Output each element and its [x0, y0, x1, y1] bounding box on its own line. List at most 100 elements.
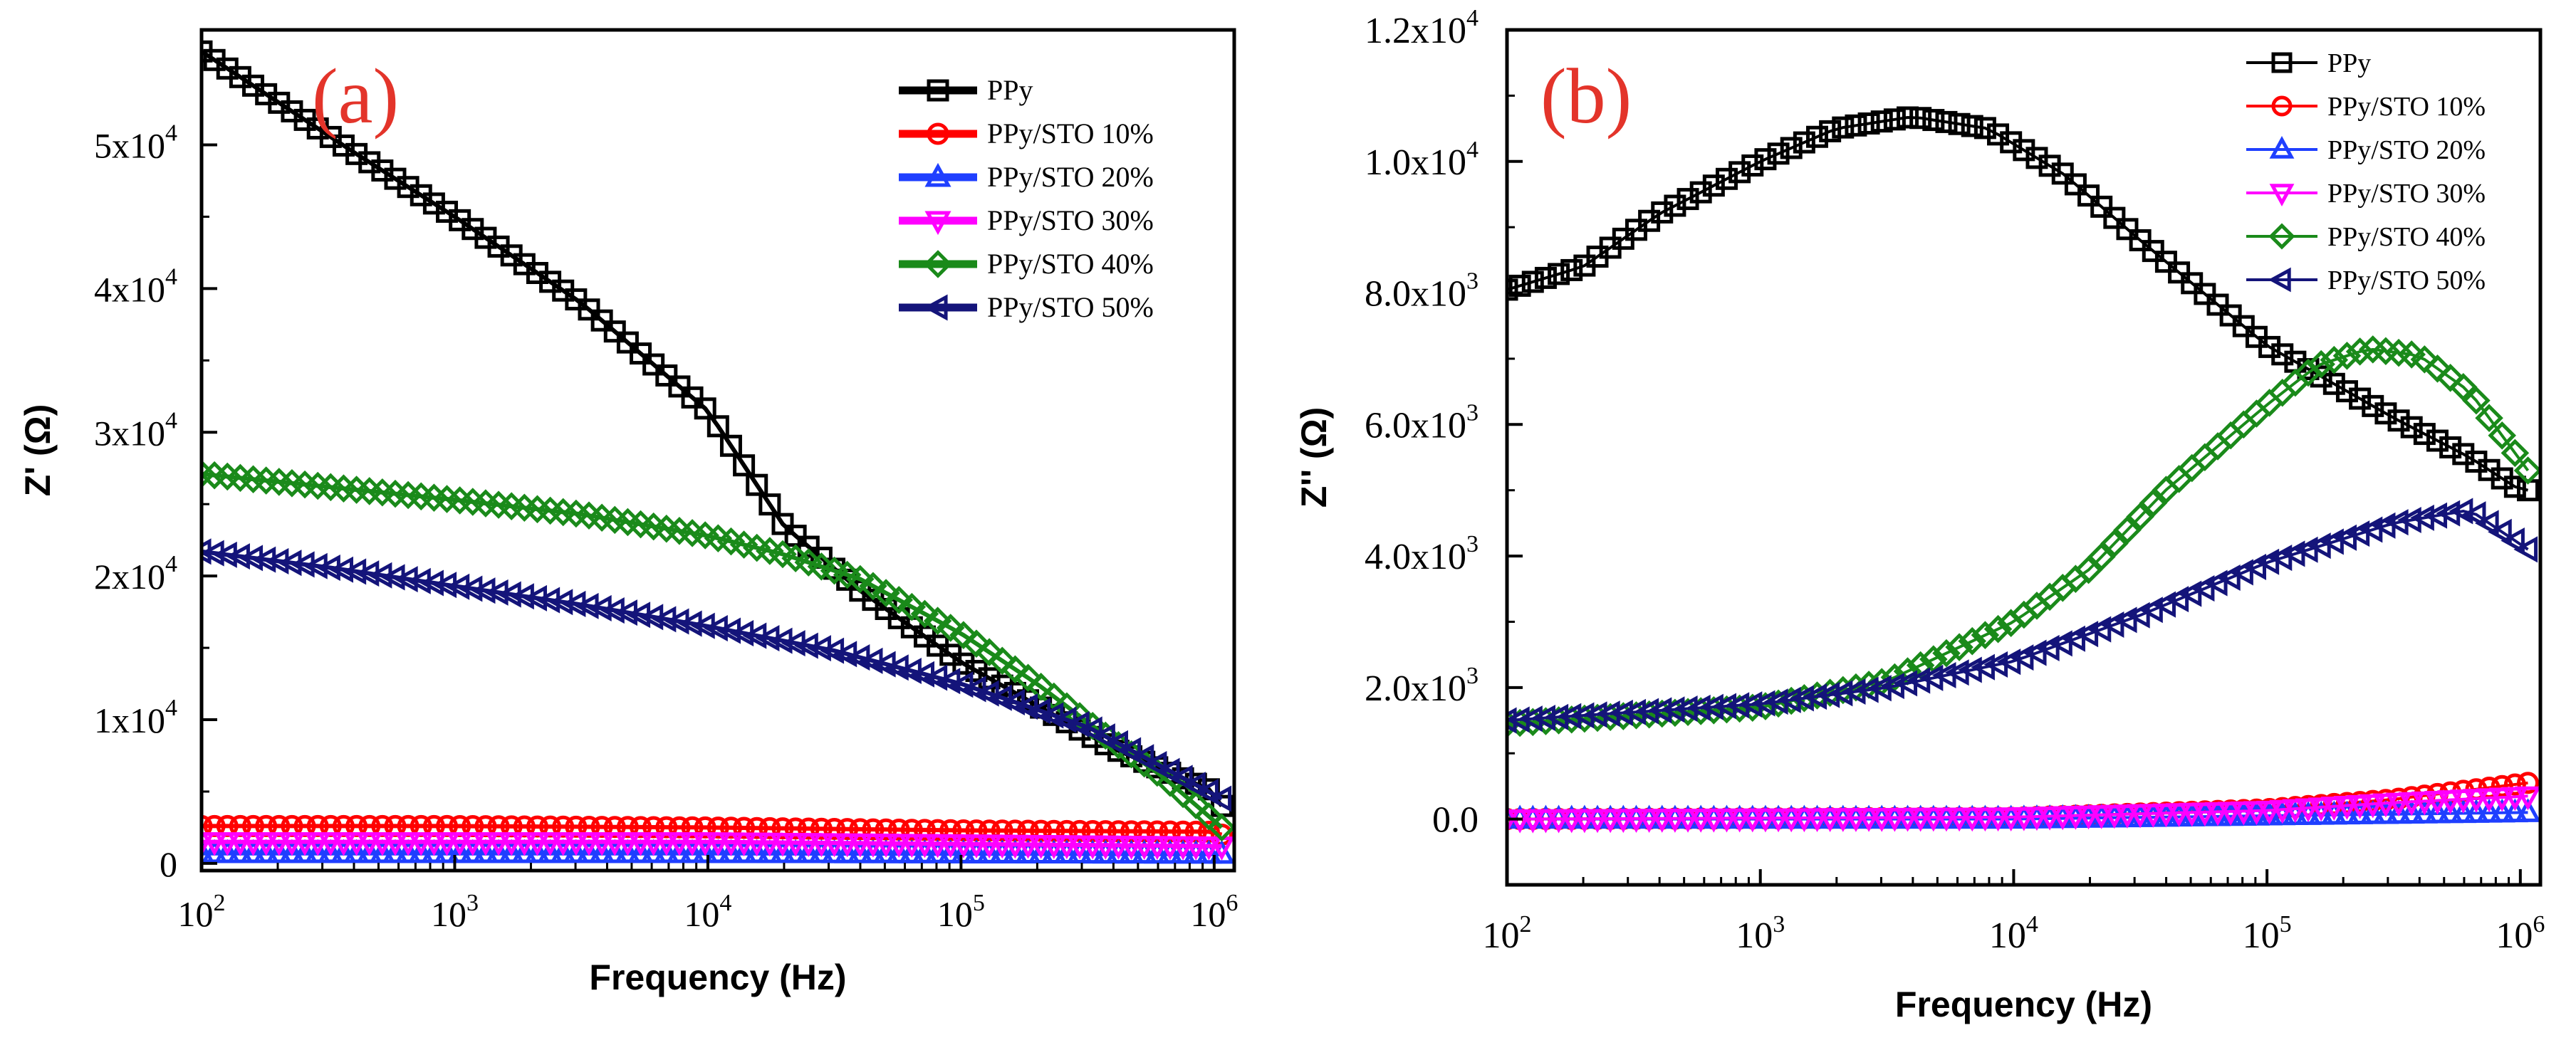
data-point: [2437, 790, 2464, 814]
data-point: [823, 817, 846, 840]
data-point: [744, 839, 771, 863]
data-point: [2295, 798, 2322, 823]
data-point: [240, 839, 267, 863]
x-tick-label: 106: [1190, 890, 1238, 934]
data-point: [1144, 839, 1171, 864]
data-point: [923, 606, 952, 635]
data-point: [563, 832, 590, 856]
data-point: [989, 834, 1016, 859]
data-point: [2216, 564, 2241, 592]
data-point: [898, 839, 925, 863]
data-point: [1078, 716, 1102, 743]
data-point: [1897, 106, 1919, 129]
legend-item: PPy: [2246, 48, 2371, 78]
legend-label: PPy/STO 10%: [2327, 92, 2486, 122]
data-point: [1570, 702, 1595, 729]
data-point: [447, 839, 474, 863]
data-point: [2114, 804, 2141, 829]
data-point: [1754, 148, 1777, 171]
y-tick-label: 1.2x104: [1365, 5, 1479, 51]
data-point: [706, 415, 729, 438]
data-point: [1596, 700, 1620, 728]
data-point: [784, 817, 807, 840]
data-point: [936, 614, 965, 642]
data-point: [2269, 799, 2296, 824]
legend-marker: [924, 162, 951, 187]
data-point: [1909, 107, 1932, 130]
data-point: [2125, 602, 2150, 629]
data-point: [1065, 710, 1090, 737]
data-point: [552, 815, 575, 838]
legend-marker: [2269, 184, 2295, 206]
data-point: [1765, 808, 1792, 833]
data-point: [795, 833, 822, 857]
data-point: [1014, 834, 1042, 859]
data-point: [485, 832, 512, 856]
data-point: [214, 839, 241, 863]
data-point: [1169, 836, 1196, 861]
data-point: [706, 816, 729, 839]
x-tick-label: 103: [431, 890, 479, 934]
data-point: [1702, 174, 1725, 197]
series-line: [202, 549, 1223, 801]
data-point: [291, 839, 318, 863]
data-point: [202, 814, 213, 837]
series-group: [1507, 106, 2540, 834]
data-point: [2439, 436, 2462, 458]
data-point: [2462, 386, 2491, 415]
data-point: [291, 832, 318, 856]
data-point: [1079, 835, 1106, 860]
data-point: [1194, 778, 1219, 805]
data-point: [588, 839, 615, 863]
data-point: [601, 832, 628, 856]
legend-item: PPy/STO 50%: [2246, 266, 2486, 295]
data-point: [550, 839, 577, 863]
data-point: [2191, 802, 2218, 827]
data-point: [2359, 799, 2387, 824]
data-point: [2333, 796, 2360, 820]
data-point: [989, 839, 1016, 863]
data-point: [937, 834, 964, 858]
data-point: [859, 572, 887, 601]
data-point: [1622, 809, 1649, 834]
data-point: [2116, 218, 2139, 241]
data-point: [2410, 345, 2439, 374]
legend-item: PPy/STO 40%: [2246, 222, 2486, 252]
data-point: [694, 816, 716, 839]
data-point: [1686, 694, 1711, 721]
data-point: [1674, 809, 1701, 833]
data-point: [1907, 807, 1934, 832]
data-point: [872, 579, 900, 607]
data-point: [472, 832, 499, 856]
data-point: [603, 816, 626, 839]
data-point: [1560, 258, 1583, 281]
data-point: [395, 832, 422, 856]
data-point: [731, 832, 758, 857]
data-point: [952, 652, 975, 675]
data-point: [2335, 380, 2358, 403]
data-point: [575, 839, 603, 863]
data-point: [2488, 787, 2515, 812]
y-tick-label: 5x104: [94, 120, 177, 166]
data-point: [924, 834, 951, 858]
data-point: [565, 815, 588, 838]
data-point: [885, 839, 912, 863]
data-point: [1793, 131, 1815, 154]
data-point: [1725, 692, 1750, 719]
data-point: [1207, 813, 1234, 842]
y-tick-label: 0: [160, 844, 177, 884]
data-point: [1507, 707, 1517, 734]
data-point: [642, 816, 665, 839]
plot-frame: [199, 28, 1236, 873]
data-point: [240, 832, 267, 856]
data-point: [1609, 699, 1633, 726]
data-point: [1832, 116, 1855, 139]
data-point: [1842, 808, 1870, 832]
legend-label: PPy/STO 10%: [987, 117, 1154, 149]
data-point: [627, 832, 655, 856]
data-point: [2374, 402, 2397, 425]
y-axis-title: Z'' (Ω): [1294, 407, 1334, 508]
data-point: [1105, 839, 1132, 864]
y-axis-title: Z' (Ω): [18, 404, 58, 497]
data-point: [1519, 809, 1546, 834]
